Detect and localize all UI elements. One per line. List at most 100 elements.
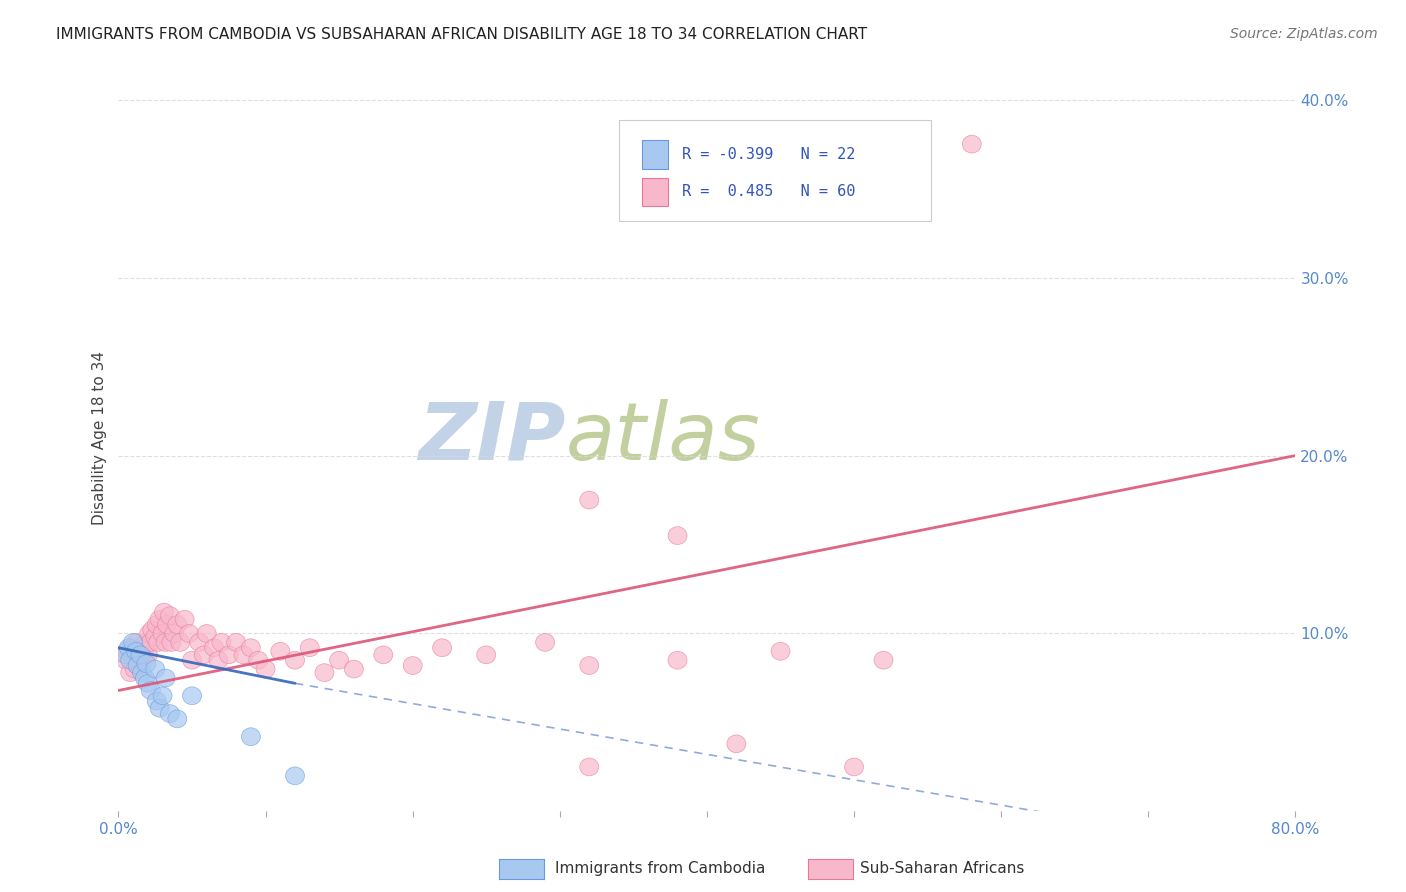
- Ellipse shape: [183, 687, 201, 705]
- Ellipse shape: [845, 758, 863, 776]
- Ellipse shape: [155, 603, 173, 621]
- Ellipse shape: [962, 136, 981, 153]
- Ellipse shape: [148, 615, 166, 633]
- Ellipse shape: [477, 646, 496, 664]
- Ellipse shape: [256, 660, 276, 678]
- Ellipse shape: [165, 624, 184, 642]
- Ellipse shape: [148, 692, 166, 710]
- Ellipse shape: [117, 651, 135, 669]
- Ellipse shape: [271, 642, 290, 660]
- Ellipse shape: [135, 639, 155, 657]
- Ellipse shape: [122, 646, 141, 664]
- Ellipse shape: [146, 628, 165, 646]
- Ellipse shape: [128, 657, 148, 674]
- Ellipse shape: [770, 642, 790, 660]
- Text: IMMIGRANTS FROM CAMBODIA VS SUBSAHARAN AFRICAN DISABILITY AGE 18 TO 34 CORRELATI: IMMIGRANTS FROM CAMBODIA VS SUBSAHARAN A…: [56, 27, 868, 42]
- Ellipse shape: [242, 639, 260, 657]
- Ellipse shape: [875, 651, 893, 669]
- Ellipse shape: [131, 646, 150, 664]
- Ellipse shape: [136, 633, 156, 651]
- Ellipse shape: [149, 633, 167, 651]
- Ellipse shape: [134, 651, 153, 669]
- Ellipse shape: [160, 607, 180, 624]
- Ellipse shape: [162, 633, 181, 651]
- Ellipse shape: [197, 624, 217, 642]
- Ellipse shape: [120, 639, 138, 657]
- Ellipse shape: [344, 660, 363, 678]
- Text: ZIP: ZIP: [419, 399, 565, 476]
- Ellipse shape: [153, 687, 172, 705]
- Text: R =  0.485   N = 60: R = 0.485 N = 60: [682, 185, 856, 200]
- Ellipse shape: [125, 660, 143, 678]
- Text: R = -0.399   N = 22: R = -0.399 N = 22: [682, 147, 856, 162]
- Ellipse shape: [153, 624, 172, 642]
- Ellipse shape: [128, 657, 148, 674]
- Ellipse shape: [668, 526, 688, 544]
- Ellipse shape: [131, 646, 150, 664]
- Ellipse shape: [124, 633, 142, 651]
- Ellipse shape: [124, 639, 142, 657]
- Text: Sub-Saharan Africans: Sub-Saharan Africans: [860, 862, 1025, 876]
- Ellipse shape: [242, 728, 260, 746]
- Ellipse shape: [150, 699, 169, 717]
- Ellipse shape: [121, 651, 139, 669]
- Ellipse shape: [209, 651, 228, 669]
- Ellipse shape: [121, 664, 139, 681]
- Ellipse shape: [143, 621, 162, 639]
- Ellipse shape: [118, 642, 136, 660]
- Ellipse shape: [315, 664, 333, 681]
- Ellipse shape: [156, 669, 174, 687]
- Ellipse shape: [180, 624, 198, 642]
- Ellipse shape: [142, 633, 160, 651]
- Ellipse shape: [183, 651, 201, 669]
- Text: Immigrants from Cambodia: Immigrants from Cambodia: [555, 862, 766, 876]
- FancyBboxPatch shape: [643, 140, 668, 169]
- Ellipse shape: [205, 639, 224, 657]
- Ellipse shape: [668, 651, 688, 669]
- Ellipse shape: [727, 735, 745, 753]
- Ellipse shape: [146, 660, 165, 678]
- Ellipse shape: [156, 633, 174, 651]
- Ellipse shape: [329, 651, 349, 669]
- Ellipse shape: [536, 633, 554, 651]
- Ellipse shape: [219, 646, 238, 664]
- Ellipse shape: [374, 646, 392, 664]
- Ellipse shape: [132, 642, 152, 660]
- Ellipse shape: [157, 615, 177, 633]
- Ellipse shape: [138, 646, 157, 664]
- Ellipse shape: [135, 669, 155, 687]
- Y-axis label: Disability Age 18 to 34: Disability Age 18 to 34: [93, 351, 107, 524]
- Text: Source: ZipAtlas.com: Source: ZipAtlas.com: [1230, 27, 1378, 41]
- Ellipse shape: [132, 664, 152, 681]
- Ellipse shape: [127, 642, 146, 660]
- Ellipse shape: [579, 657, 599, 674]
- Ellipse shape: [176, 610, 194, 628]
- Ellipse shape: [226, 633, 246, 651]
- Ellipse shape: [190, 633, 209, 651]
- Ellipse shape: [249, 651, 267, 669]
- Ellipse shape: [167, 615, 187, 633]
- FancyBboxPatch shape: [619, 120, 931, 221]
- Ellipse shape: [150, 610, 169, 628]
- Ellipse shape: [136, 655, 156, 673]
- Ellipse shape: [433, 639, 451, 657]
- Ellipse shape: [285, 651, 305, 669]
- Ellipse shape: [301, 639, 319, 657]
- Ellipse shape: [117, 646, 135, 664]
- Ellipse shape: [194, 646, 214, 664]
- Ellipse shape: [170, 633, 190, 651]
- Ellipse shape: [138, 674, 157, 692]
- Ellipse shape: [233, 646, 253, 664]
- Ellipse shape: [579, 491, 599, 509]
- Text: atlas: atlas: [565, 399, 761, 476]
- Ellipse shape: [160, 705, 180, 723]
- Ellipse shape: [579, 758, 599, 776]
- Ellipse shape: [167, 710, 187, 728]
- Ellipse shape: [127, 633, 146, 651]
- Ellipse shape: [139, 624, 159, 642]
- Ellipse shape: [142, 681, 160, 699]
- FancyBboxPatch shape: [643, 178, 668, 206]
- Ellipse shape: [285, 767, 305, 785]
- Ellipse shape: [212, 633, 231, 651]
- Ellipse shape: [404, 657, 422, 674]
